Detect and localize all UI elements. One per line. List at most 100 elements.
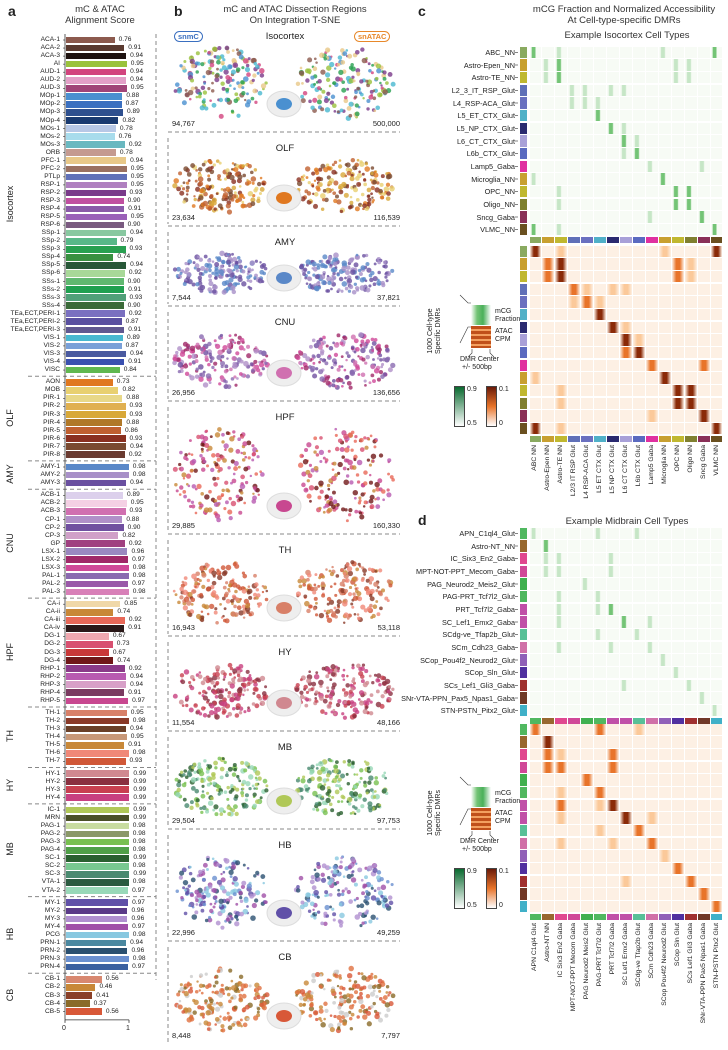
row-label: L6b_CTX_Glut: [466, 149, 515, 159]
tsne-point: [319, 489, 324, 494]
mcg-heatmap-cell: [594, 565, 607, 578]
tsne-plot-pair: [172, 662, 395, 720]
tsne-point: [336, 110, 340, 114]
tsne-point: [237, 83, 243, 89]
tsne-point: [236, 255, 241, 260]
tsne-point: [182, 797, 187, 802]
atac-heatmap-cell: [684, 372, 697, 384]
row-color-block: [520, 786, 527, 799]
tsne-point: [322, 335, 326, 340]
tsne-point: [344, 375, 350, 380]
tsne-point: [189, 974, 194, 979]
tsne-point: [182, 589, 188, 596]
mcg-heatmap-cell: [594, 679, 607, 692]
tsne-point: [339, 912, 345, 919]
tsne-point: [301, 578, 307, 584]
tsne-point: [376, 870, 382, 875]
tsne-point: [240, 794, 244, 798]
bar-value-label: 0.97: [132, 696, 145, 704]
tsne-point: [309, 770, 314, 775]
tsne-point: [380, 894, 384, 898]
tsne-point: [346, 87, 350, 91]
row-color-block: [520, 900, 527, 913]
snmc-cell-count: 8,448: [172, 1031, 191, 1040]
column-label: Astro-NT NN: [544, 923, 552, 962]
atac-heatmap-cell: [607, 422, 620, 435]
mcg-heatmap-cell: [607, 679, 620, 692]
tsne-point: [222, 570, 228, 575]
mcg-heatmap-cell: [671, 641, 684, 654]
tsne-point: [184, 261, 188, 266]
mcg-heatmap-cell: [542, 527, 555, 540]
tsne-point: [265, 589, 269, 593]
mcg-heatmap-cell: [581, 527, 594, 540]
mcg-heatmap-cell: [529, 590, 542, 603]
atac-heatmap-cell: [620, 422, 632, 435]
atac-heatmap-cell: [542, 774, 555, 786]
tsne-point: [375, 600, 379, 603]
mcg-heatmap-cell: [607, 223, 620, 236]
column-color-block: [645, 718, 658, 724]
tsne-point: [313, 583, 317, 587]
bar-value-label: 0.94: [130, 261, 143, 269]
mcg-heatmap-cell: [645, 122, 658, 135]
tsne-point: [350, 560, 355, 565]
tsne-point: [371, 984, 377, 990]
tsne-point: [357, 972, 361, 975]
atac-heatmap-cell: [671, 774, 684, 786]
tsne-point: [220, 1024, 225, 1029]
bar-value-label: 0.95: [130, 499, 144, 507]
tsne-point: [358, 91, 362, 95]
tsne-point: [338, 1010, 344, 1015]
tsne-point: [364, 279, 368, 283]
tsne-point: [203, 460, 207, 464]
tsne-point: [358, 700, 365, 706]
atac-heatmap-cell: [671, 824, 684, 837]
tsne-point: [356, 459, 363, 466]
tsne-point: [364, 253, 369, 258]
tsne-point: [363, 178, 367, 182]
tsne-point: [317, 344, 323, 350]
tsne-point: [250, 176, 257, 182]
tsne-point: [220, 81, 225, 86]
mcg-heatmap-cell: [555, 654, 568, 666]
tsne-point: [301, 775, 306, 779]
mcg-heatmap-cell: [710, 122, 723, 135]
mcg-heatmap-cell: [645, 173, 658, 185]
tsne-point: [376, 983, 382, 990]
tsne-point: [330, 988, 336, 994]
mcg-heatmap-cell: [542, 540, 555, 552]
dmr-center-label: DMR Center: [460, 356, 499, 363]
tsne-point: [297, 462, 304, 468]
tsne-point: [257, 90, 263, 96]
atac-colorbar-min: 0: [499, 902, 503, 909]
bar: [66, 580, 129, 588]
tsne-point: [241, 164, 246, 168]
tsne-point: [227, 589, 231, 593]
tsne-point: [302, 174, 306, 178]
mcg-heatmap-cell: [684, 97, 697, 109]
bar-label: PRN-4: [40, 963, 60, 971]
bar-value-label: 0.82: [122, 116, 136, 124]
tsne-point: [336, 273, 340, 277]
tsne-point: [326, 289, 331, 293]
mcg-heatmap-cell: [684, 565, 697, 578]
tsne-point: [205, 167, 210, 173]
tsne-point: [316, 99, 322, 105]
tsne-point: [211, 260, 215, 263]
atac-heatmap-cell: [632, 875, 645, 888]
tsne-point: [205, 586, 211, 592]
mcg-heatmap-cell: [529, 692, 542, 704]
atac-heatmap-cell: [607, 296, 620, 308]
tsne-point: [329, 572, 335, 577]
atac-heatmap-cell: [555, 321, 568, 334]
atac-heatmap-cell: [542, 875, 555, 888]
row-color-block: [520, 774, 527, 786]
atac-heatmap-cell: [607, 812, 620, 824]
atac-heatmap-cell: [581, 748, 594, 761]
tsne-point: [324, 197, 329, 203]
tsne-point: [203, 49, 207, 53]
tsne-point: [253, 1015, 259, 1021]
mcg-heatmap-cell: [568, 173, 581, 185]
atac-heatmap-cell: [671, 850, 684, 862]
